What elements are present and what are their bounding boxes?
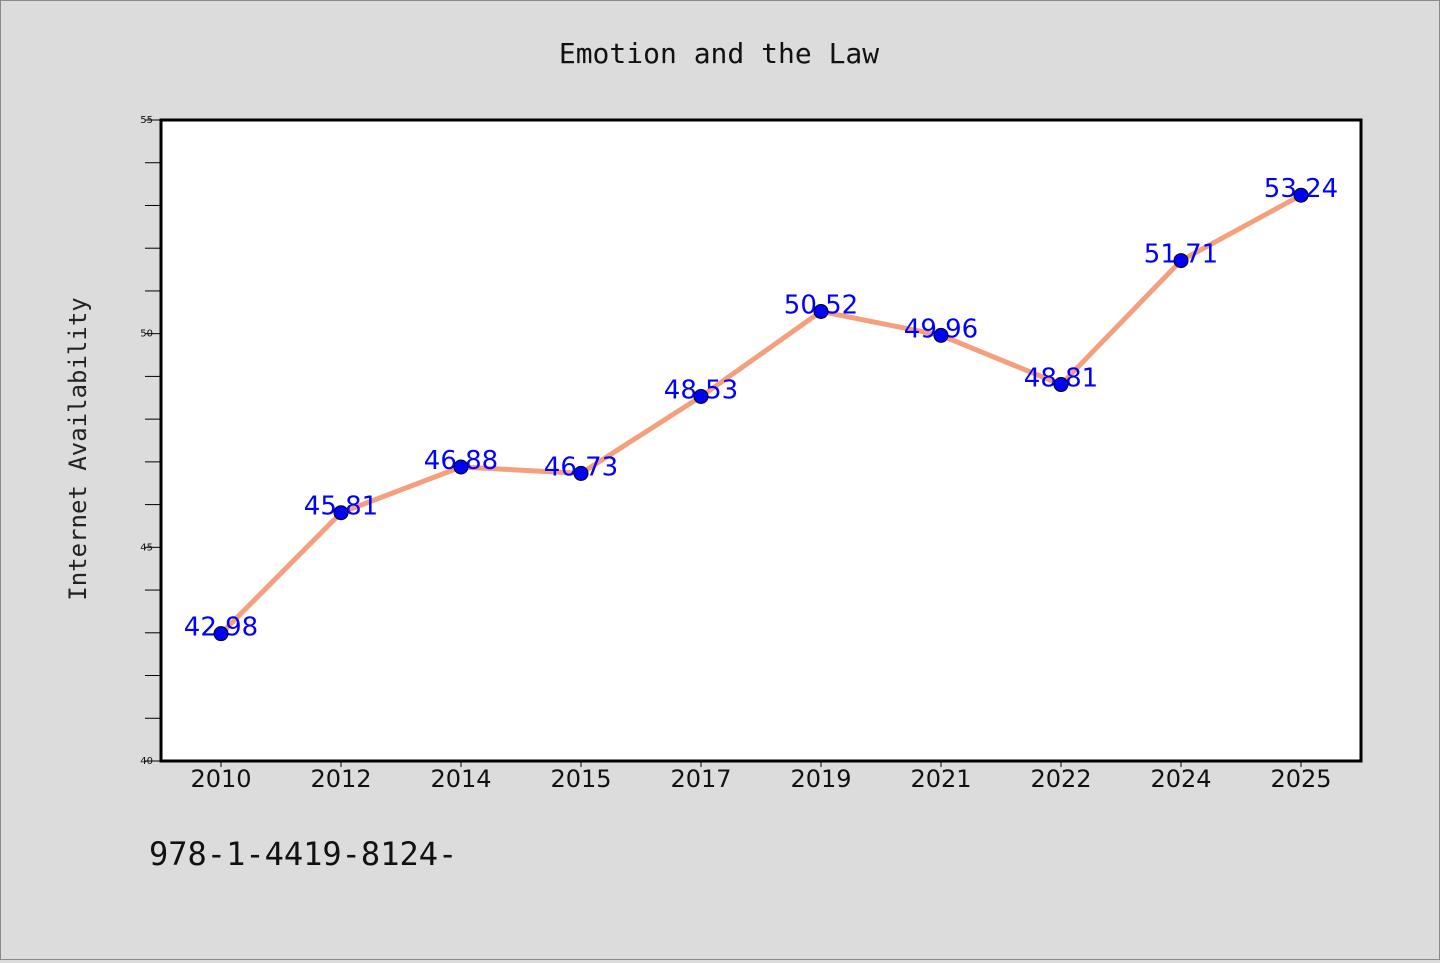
data-point bbox=[213, 626, 229, 642]
y-axis-label: Internet Availability bbox=[64, 297, 92, 600]
data-point bbox=[933, 327, 949, 343]
x-tick-label: 2012 bbox=[310, 765, 371, 793]
x-tick-label: 2019 bbox=[790, 765, 851, 793]
x-tick-label: 2010 bbox=[190, 765, 251, 793]
isbn-text: 978-1-4419-8124- bbox=[149, 835, 457, 873]
y-tick-label: 55 bbox=[140, 115, 153, 126]
data-point bbox=[1053, 377, 1069, 393]
y-tick-label: 50 bbox=[140, 329, 153, 340]
series-line bbox=[218, 192, 1304, 637]
y-axis: 40 45 50 55 bbox=[140, 115, 161, 767]
x-tick-label: 2015 bbox=[550, 765, 611, 793]
data-point bbox=[693, 388, 709, 404]
data-point bbox=[1293, 187, 1309, 203]
data-point bbox=[1173, 253, 1189, 269]
x-tick-label: 2021 bbox=[910, 765, 971, 793]
plot-area bbox=[159, 118, 1363, 763]
data-line bbox=[218, 192, 1304, 637]
data-point bbox=[573, 465, 589, 481]
y-tick-label: 40 bbox=[140, 756, 153, 767]
x-tick-label: 2014 bbox=[430, 765, 491, 793]
data-point bbox=[453, 459, 469, 475]
chart-title: Emotion and the Law bbox=[559, 37, 879, 70]
data-point bbox=[813, 303, 829, 319]
series-markers bbox=[213, 187, 1309, 642]
x-axis: 2010 2012 2014 2015 2017 2019 2021 2022 2024 2025 bbox=[190, 761, 1332, 793]
y-tick-label: 45 bbox=[140, 542, 153, 553]
data-point bbox=[333, 505, 349, 521]
x-tick-label: 2024 bbox=[1150, 765, 1211, 793]
x-tick-label: 2017 bbox=[670, 765, 731, 793]
x-tick-label: 2025 bbox=[1270, 765, 1331, 793]
x-tick-label: 2022 bbox=[1030, 765, 1091, 793]
